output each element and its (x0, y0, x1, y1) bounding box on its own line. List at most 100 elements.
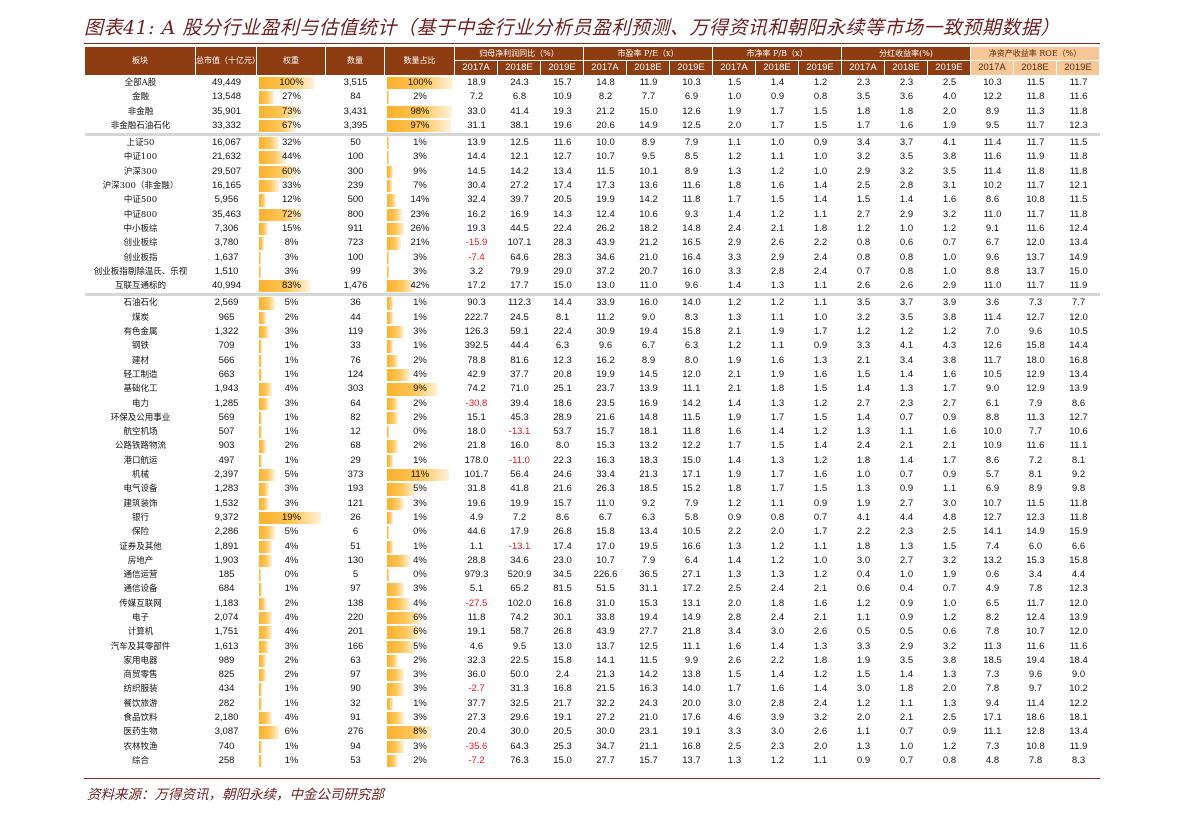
metric-value: 2.5 (727, 740, 742, 752)
metric-value: 0.8 (856, 237, 871, 249)
stock-count: 723 (347, 237, 364, 249)
metric-value: 15.0 (682, 454, 701, 466)
weight-bar (259, 251, 261, 264)
metric-value: 2.8 (727, 611, 742, 623)
metric-value: 0.4 (856, 569, 871, 581)
metric-value: 10.9 (553, 91, 572, 103)
metric-value: 3.4 (727, 626, 742, 638)
metric-value: 1.5 (770, 440, 785, 452)
sector-name: 证券及其他 (119, 541, 162, 552)
metric-value: 14.2 (639, 194, 658, 206)
count-share-value: 0% (413, 526, 427, 538)
metric-value: 42.9 (467, 368, 486, 380)
count-share-bar (387, 208, 402, 221)
count-share-bar (387, 383, 438, 396)
metric-value: 90.3 (467, 297, 486, 309)
metric-value: 1.1 (813, 540, 828, 552)
metric-value: 19.1 (553, 712, 572, 724)
weight-value: 4% (284, 540, 299, 552)
metric-value: 9.2 (1071, 469, 1086, 481)
count-share-value: 23% (410, 208, 430, 220)
metric-value: 18.2 (639, 222, 658, 234)
metric-value: 0.9 (942, 469, 957, 481)
metric-value: 1.0 (813, 554, 828, 566)
metric-value: 31.0 (596, 597, 615, 609)
metric-value: 19.1 (467, 626, 486, 638)
weight-value: 4% (284, 383, 299, 395)
metric-value: 12.9 (1026, 383, 1045, 395)
metric-value: 1.5 (942, 540, 957, 552)
metric-value: 12.2 (983, 91, 1002, 103)
sector-name: 创业板指剔除温氏、乐视 (93, 266, 188, 277)
metric-value: 7.7 (1071, 297, 1086, 309)
metric-value: 11.7 (1069, 77, 1088, 88)
metric-value: 76.3 (510, 754, 529, 766)
metric-value: 3.0 (942, 497, 957, 509)
weight-bar (259, 683, 263, 696)
metric-value: 1.4 (727, 554, 742, 566)
sector-name: 航空机场 (123, 427, 158, 438)
metric-value: 15.3 (596, 440, 615, 452)
metric-value: 10.5 (1069, 326, 1088, 338)
metric-value: 3.0 (770, 726, 785, 738)
sector-name: 钢铁 (131, 341, 149, 352)
metric-value: 56.4 (510, 469, 529, 481)
sector-name: 机械 (131, 470, 149, 481)
count-share-bar (387, 326, 404, 339)
metric-value: 12.9 (1026, 368, 1045, 380)
metric-value: 1.3 (942, 669, 957, 681)
metric-value: 14.9 (1069, 251, 1088, 263)
metric-value: 5.7 (985, 469, 1000, 481)
metric-value: 19.5 (639, 540, 658, 552)
sector-name: 商贸零售 (123, 670, 158, 681)
metric-value: 0.7 (856, 265, 871, 277)
metric-value: 10.9 (983, 440, 1002, 452)
metric-value: 34.6 (510, 554, 529, 566)
metric-value: 2.4 (813, 251, 828, 263)
metric-value: 11.5 (1026, 77, 1045, 88)
metric-value: 0.4 (899, 583, 914, 595)
table-group: 石油石化 2,569 36 5% 1% 90.3 112.3 14.4 33.9 16.0 14.0… (85, 293, 1100, 768)
metric-value: 1.2 (856, 326, 871, 338)
metric-value: 10.3 (682, 77, 701, 88)
metric-value: 1.2 (942, 740, 957, 752)
metric-value: 1.0 (727, 91, 742, 103)
metric-value: 13.9 (639, 383, 658, 395)
count-share-bar (387, 626, 421, 639)
metric-value: 101.7 (464, 469, 489, 481)
sector-name: 沪深300 (123, 166, 158, 177)
metric-value: -2.7 (468, 683, 485, 695)
metric-value: 3.8 (942, 354, 957, 366)
sector-name: 创业板指 (123, 252, 158, 263)
metric-value: 0.9 (942, 726, 957, 738)
count-share-value: 1% (413, 137, 427, 149)
metric-value: 6.5 (985, 597, 1000, 609)
metric-value: 1.3 (899, 540, 914, 552)
metric-value: 2.5 (942, 712, 957, 724)
sector-name: 有色金属 (123, 327, 158, 338)
sector-name: 中证500 (123, 195, 158, 206)
metric-value: 2.4 (770, 583, 785, 595)
stock-count: 29 (350, 454, 361, 466)
count-share-value: 3% (413, 265, 427, 277)
count-share-bar (387, 540, 393, 553)
metric-value: 12.0 (1069, 597, 1088, 609)
stock-count: 68 (350, 440, 361, 452)
metric-value: 64.6 (510, 251, 529, 263)
metric-value: 9.4 (985, 697, 1000, 709)
metric-value: 14.5 (639, 368, 658, 380)
count-share-bar (387, 726, 433, 739)
metric-value: -30.8 (465, 397, 488, 409)
metric-value: -11.0 (509, 454, 530, 466)
metric-value: 36.5 (639, 569, 658, 581)
metric-value: 1.2 (856, 597, 871, 609)
metric-value: 78.8 (467, 354, 486, 366)
metric-value: 1.5 (856, 194, 871, 206)
metric-value: 1.2 (813, 669, 828, 681)
metric-value: 13.0 (553, 640, 572, 652)
metric-value: 1.4 (770, 77, 785, 88)
metric-value: 20.0 (682, 697, 701, 709)
table-row: 互联互通标的 40,994 1,476 83% 42% 17.2 17.7 15.0 13.0 1… (85, 279, 1100, 293)
metric-value: 1.0 (899, 740, 914, 752)
weight-bar (259, 712, 273, 725)
